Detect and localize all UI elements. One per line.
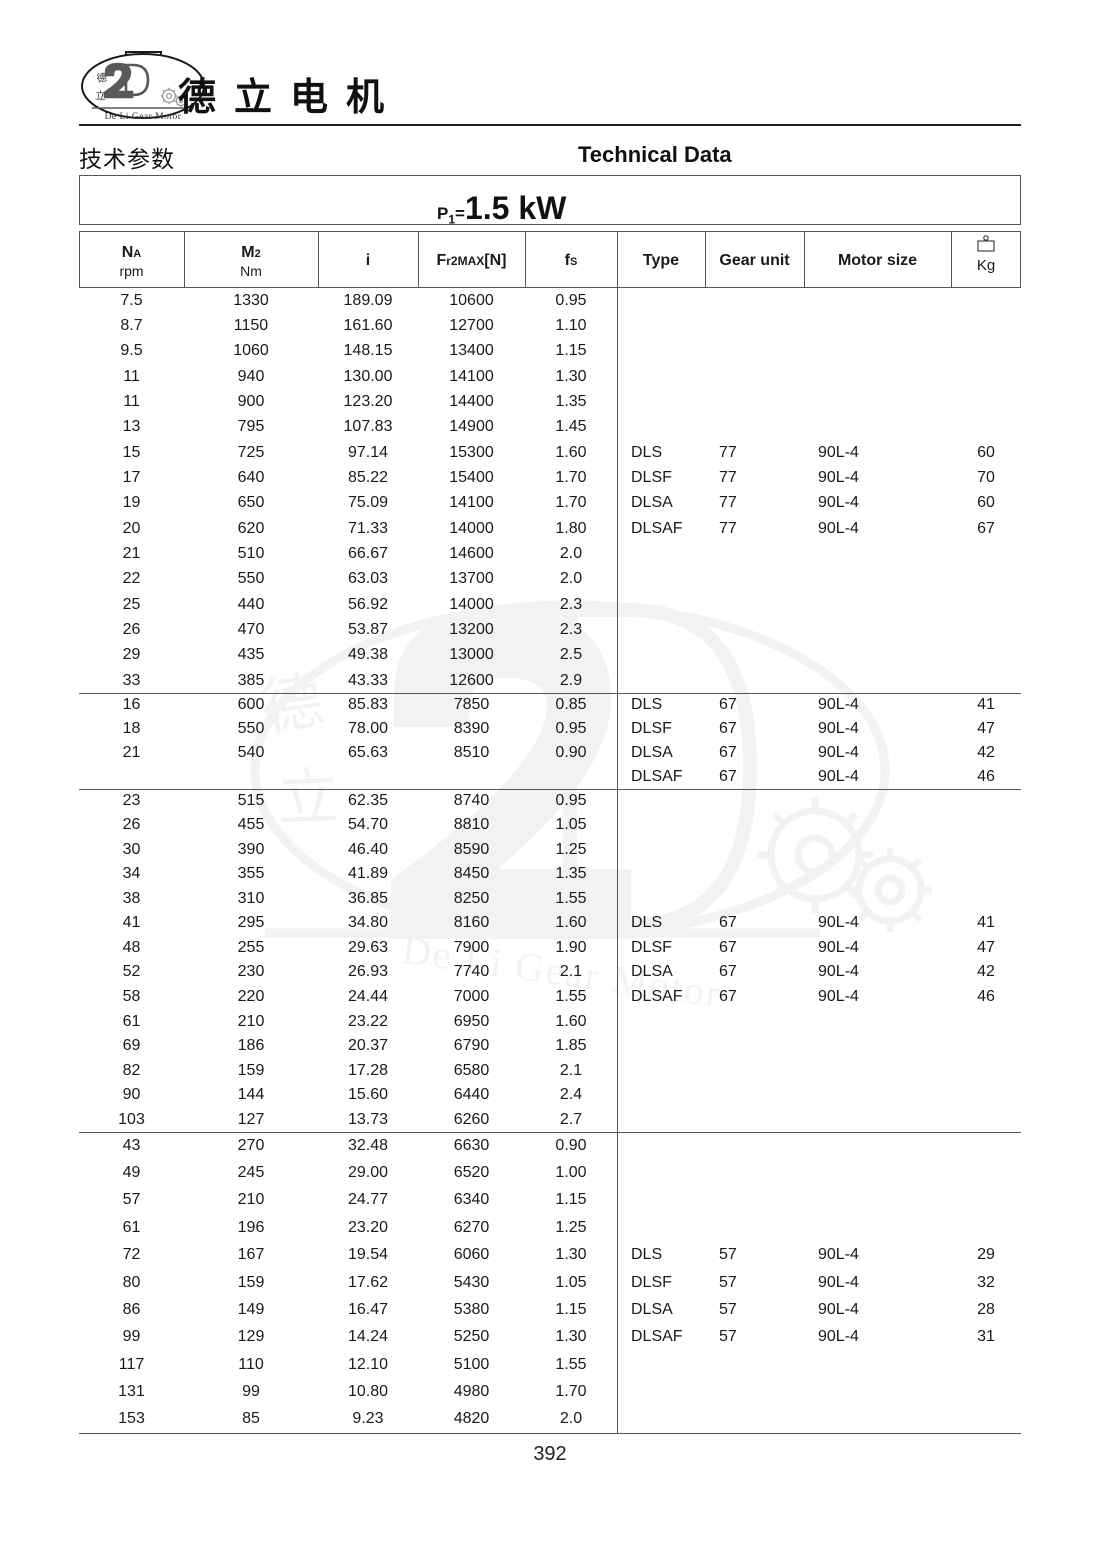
- svg-text:De Li Gear Motor: De Li Gear Motor: [105, 112, 182, 122]
